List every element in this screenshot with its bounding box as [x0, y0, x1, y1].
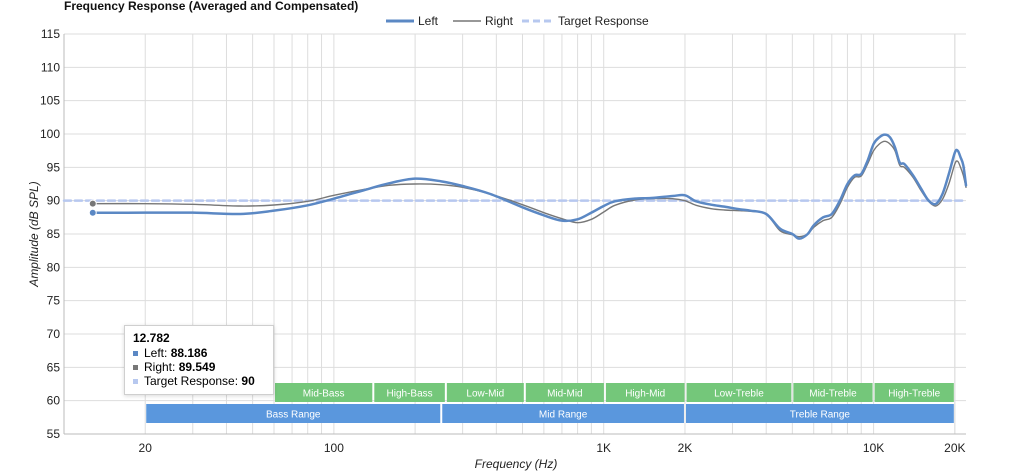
y-tick-label: 60 — [47, 394, 61, 408]
legend[interactable]: Left Right Target Response — [386, 14, 649, 28]
tooltip-label-target: Target Response: — [144, 374, 242, 388]
x-tick-label: 10K — [863, 441, 884, 455]
tooltip-label-right: Right: — [144, 360, 179, 374]
series-layer — [62, 133, 968, 240]
x-tick-label: 2K — [678, 441, 693, 455]
tooltip-row-left: Left: 88.186 — [133, 346, 265, 360]
x-tick-label: 20 — [139, 441, 153, 455]
tooltip-swatch-right — [133, 365, 138, 371]
y-tick-label: 55 — [47, 427, 61, 441]
tooltip-value-left: 88.186 — [170, 346, 208, 360]
y-tick-label: 80 — [47, 260, 61, 274]
band-mid-mid — [525, 383, 604, 402]
y-tick-label: 90 — [47, 194, 61, 208]
tooltip-swatch-left — [133, 351, 138, 357]
tooltip-row-target: Target Response: 90 — [133, 374, 265, 388]
band-label: Mid-Treble — [809, 389, 857, 400]
band-low-treble — [686, 383, 792, 402]
band-mid-treble — [793, 383, 873, 402]
band-label: High-Bass — [387, 389, 433, 400]
chart-title: Frequency Response (Averaged and Compens… — [64, 0, 358, 13]
band-mid-range — [442, 404, 684, 423]
band-bass-range — [146, 404, 441, 423]
y-tick-label: 110 — [41, 60, 60, 74]
tooltip-label-left: Left: — [144, 346, 171, 360]
x-tick-label: 100 — [324, 441, 344, 455]
tooltip-row-right: Right: 89.549 — [133, 360, 265, 374]
x-tick-label: 20K — [944, 441, 965, 455]
band-label: Low-Mid — [466, 389, 504, 400]
band-label: Bass Range — [266, 410, 321, 421]
tooltip-value-right: 89.549 — [178, 360, 216, 374]
y-tick-label: 85 — [47, 227, 61, 241]
band-label: Mid-Mid — [547, 389, 583, 400]
band-label: Low-Treble — [714, 389, 764, 400]
band-label: High-Treble — [888, 389, 940, 400]
legend-label-right[interactable]: Right — [485, 14, 514, 28]
band-label: Mid Range — [539, 410, 588, 421]
y-tick-label: 105 — [40, 94, 60, 108]
band-high-bass — [374, 383, 445, 402]
y-axis-ticks: 55 60 65 70 75 80 85 90 95 100 105 110 115 — [40, 27, 60, 441]
tooltip-value-target: 90 — [241, 374, 255, 388]
hover-markers — [88, 199, 97, 217]
series-right — [92, 140, 967, 238]
band-low-mid — [446, 383, 524, 402]
band-high-treble — [874, 383, 954, 402]
x-tick-label: 1K — [596, 441, 611, 455]
band-treble-range — [685, 404, 954, 423]
hover-marker-right — [88, 199, 97, 208]
tooltip-x-value: 12.782 — [133, 331, 170, 345]
y-tick-label: 95 — [47, 160, 61, 174]
y-tick-label: 70 — [47, 327, 61, 341]
legend-label-left[interactable]: Left — [418, 14, 439, 28]
band-label: High-Mid — [625, 389, 665, 400]
x-axis-ticks: 20 100 1K 2K 10K 20K — [139, 441, 966, 455]
y-axis-label: Amplitude (dB SPL) — [27, 181, 41, 287]
legend-label-target[interactable]: Target Response — [558, 14, 649, 28]
band-high-mid — [605, 383, 685, 402]
x-axis-label: Frequency (Hz) — [475, 457, 558, 471]
band-label: Treble Range — [790, 410, 851, 421]
y-tick-label: 65 — [47, 360, 61, 374]
tooltip-swatch-target — [133, 379, 138, 385]
band-mid-bass — [274, 383, 373, 402]
frequency-bands: Mid-Bass High-Bass Low-Mid Mid-Mid High-Mid L… — [146, 383, 954, 423]
y-tick-label: 115 — [41, 27, 60, 41]
series-left — [91, 133, 968, 240]
hover-marker-left — [88, 208, 97, 217]
hover-tooltip: 12.782 Left: 88.186 Right: 89.549 Target… — [124, 325, 274, 395]
y-tick-label: 100 — [40, 127, 60, 141]
band-label: Mid-Bass — [303, 389, 345, 400]
y-tick-label: 75 — [47, 294, 61, 308]
